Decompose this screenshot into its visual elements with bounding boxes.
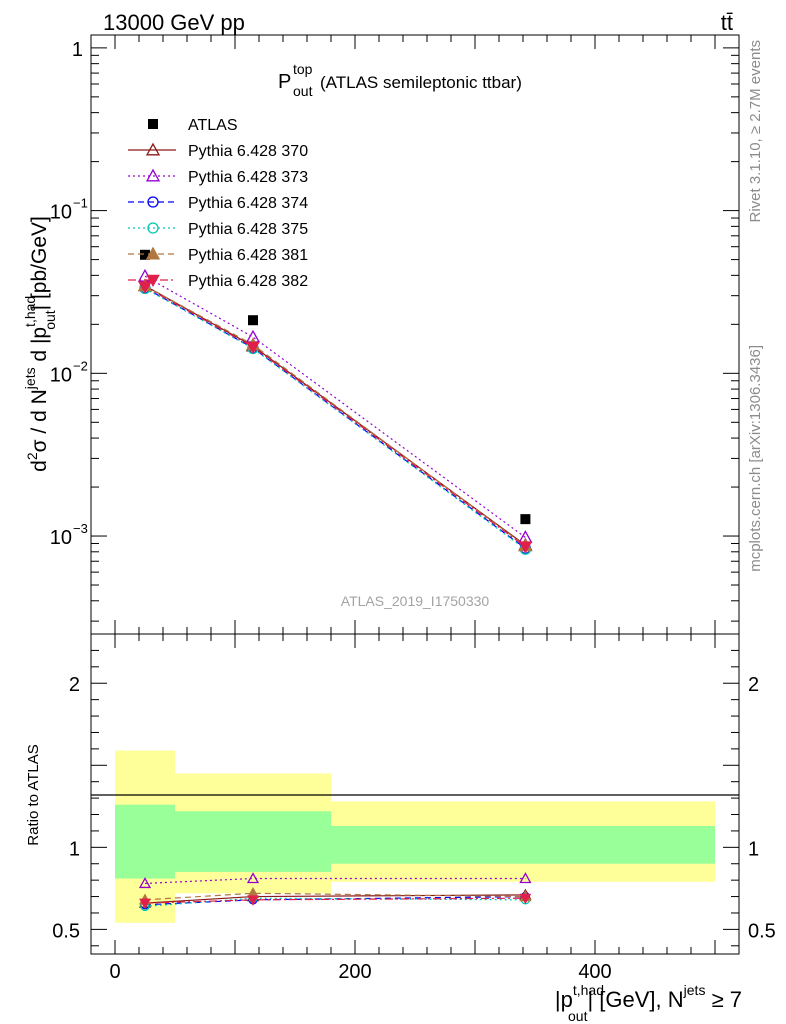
main-y-tick-label: 10 [50,364,72,386]
ratio-y-tick-label-right: 2 [748,674,759,696]
main-y-tick-label: 1 [72,39,83,61]
x-axis-title: |pt,had out| [GeV], Njets ≥ 7 [555,982,742,1024]
ratio-data-point [139,898,151,910]
main-data-point [246,341,260,355]
main-y-tick-exponent: −2 [73,358,88,373]
legend-label: Pythia 6.428 374 [188,195,308,212]
ratio-data-point [519,872,532,884]
legend-label: Pythia 6.428 381 [188,247,308,264]
ratio-data-point [138,877,152,889]
main-data-point [140,249,150,260]
legend-marker [148,119,158,129]
legend-label: Pythia 6.428 373 [188,169,308,186]
ratio-series-line [144,895,526,906]
legend-marker [145,142,161,156]
ratio-band-inner [331,826,715,864]
legend-marker [146,274,160,288]
ratio-y-axis-title: Ratio to ATLAS [25,744,42,845]
ratio-y-tick-label-left: 0.5 [52,920,80,942]
title-rest: (ATLAS semileptonic ttbar) [320,73,522,92]
legend-label: Pythia 6.428 382 [188,273,308,290]
legend-marker [147,222,159,234]
ratio-y-tick-label-left: 1 [69,838,80,860]
main-data-point [138,281,152,294]
legend: ATLAS Pythia 6.428 370 Pythia 6.428 373 Pyt… [128,117,308,290]
ratio-y-tick-label-left: 2 [69,674,80,696]
ratio-axis-ticks: 0.5 0.5 1 1 2 2 0 200 400 [52,634,776,983]
analysis-watermark: ATLAS_2019_I1750330 [341,593,490,609]
main-series-line [144,287,526,549]
main-data-point [520,514,531,525]
rivet-label: Rivet 3.1.10, ≥ 2.7M events [747,40,764,223]
ratio-band-inner [115,804,175,879]
main-series-lines [144,275,526,550]
plot-title: P top out (ATLAS semileptonic ttbar) [278,61,522,99]
ratio-uncertainty-bands [115,750,715,923]
ratio-panel: 0.5 0.5 1 1 2 2 0 200 400 Ratio to ATLAS |pt,had… [25,633,776,1024]
main-panel: 10 −310 −210 −11 P top out (ATLAS semilepto… [22,34,740,635]
process-label: tt̄ [721,10,733,35]
main-y-tick-label: 10 [50,527,72,549]
legend-marker [145,246,161,260]
energy-label: 13000 GeV pp [103,10,245,35]
main-data-point [518,541,533,554]
legend-label: Pythia 6.428 370 [188,143,308,160]
main-series-line [144,275,526,538]
main-y-tick-exponent: −1 [73,196,88,211]
main-y-tick-label: 10 [50,202,72,224]
ratio-series-line [144,897,526,908]
main-series-line [144,287,526,550]
legend-marker [147,196,159,208]
main-data-point [248,315,258,326]
ratio-series-line [144,877,526,885]
ratio-data-point [247,895,259,906]
ratio-data-point [246,872,260,884]
x-tick-label: 0 [109,961,120,983]
ratio-series-markers [138,872,532,912]
legend-label: Pythia 6.428 375 [188,221,308,238]
main-y-axis-title: d2σ / d Njets d |pt,had out| [pb/GeV] [22,216,58,472]
title-main: P [278,71,291,93]
legend-label: ATLAS [188,117,238,134]
mcplots-label: mcplots.cern.ch [arXiv:1306.3436] [747,345,764,572]
ratio-data-point [519,893,532,905]
title-sub: out [293,83,313,99]
ratio-band-inner [175,811,331,872]
x-tick-label: 200 [338,961,371,983]
x-tick-label: 400 [578,961,611,983]
ratio-y-tick-label-right: 1 [748,838,759,860]
legend-marker [145,168,161,182]
main-series-markers [137,249,533,555]
ratio-frame [90,633,740,955]
main-y-tick-exponent: −3 [73,521,88,536]
title-sup: top [293,61,313,77]
ratio-y-tick-label-right: 0.5 [748,920,776,942]
main-axis-ticks: 10 −310 −210 −11 [50,35,739,634]
